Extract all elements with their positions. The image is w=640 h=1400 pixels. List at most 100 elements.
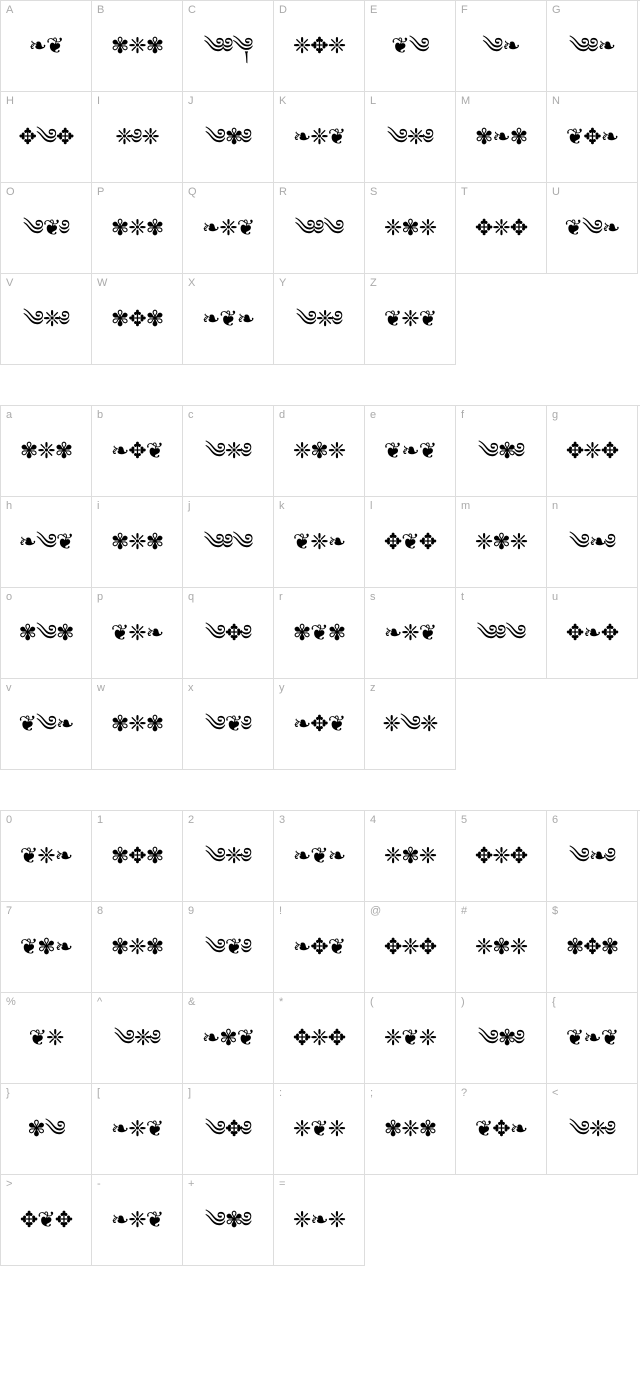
charmap-cell[interactable]: c༄❈༅ xyxy=(183,406,274,497)
charmap-cell[interactable]: H✥༄✥ xyxy=(1,92,92,183)
charmap-cell[interactable]: 0❦❈❧ xyxy=(1,811,92,902)
charmap-cell[interactable]: N❦✥❧ xyxy=(547,92,638,183)
charmap-cell[interactable]: L༄❈༅ xyxy=(365,92,456,183)
charmap-cell[interactable]: A❧❦ xyxy=(1,1,92,92)
charmap-cell[interactable]: g✥❈✥ xyxy=(547,406,638,497)
charmap-cell[interactable]: 5✥❈✥ xyxy=(456,811,547,902)
charmap-cell[interactable]: 3❧❦❧ xyxy=(274,811,365,902)
cell-glyph: ༄✾༅ xyxy=(183,92,273,182)
charmap-cell[interactable]: d❈✾❈ xyxy=(274,406,365,497)
charmap-cell[interactable]: u✥❧✥ xyxy=(547,588,638,679)
cell-label: W xyxy=(97,277,107,289)
cell-label: { xyxy=(552,996,556,1008)
cell-glyph: ✾❈✾ xyxy=(92,183,182,273)
charmap-cell[interactable]: (❈❦❈ xyxy=(365,993,456,1084)
charmap-cell[interactable]: h❧༄❦ xyxy=(1,497,92,588)
charmap-cell[interactable]: %❦❈ xyxy=(1,993,92,1084)
charmap-cell[interactable]: k❦❈❧ xyxy=(274,497,365,588)
charmap-cell[interactable]: 2༄❈༅ xyxy=(183,811,274,902)
charmap-cell[interactable]: ]༄✥༅ xyxy=(183,1084,274,1175)
charmap-cell[interactable]: R༄༅༄ xyxy=(274,183,365,274)
charmap-cell[interactable]: @✥❈✥ xyxy=(365,902,456,993)
charmap-cell[interactable]: C༄༅༆ xyxy=(183,1,274,92)
charmap-cell[interactable]: F༄❧ xyxy=(456,1,547,92)
charmap-cell[interactable]: O༄❦༅ xyxy=(1,183,92,274)
charmap-cell[interactable]: Y༄❈༅ xyxy=(274,274,365,365)
charmap-cell[interactable]: J༄✾༅ xyxy=(183,92,274,183)
charmap-cell[interactable]: >✥❦✥ xyxy=(1,1175,92,1266)
charmap-cell[interactable]: {❦❧❦ xyxy=(547,993,638,1084)
cell-label: M xyxy=(461,95,470,107)
charmap-cell[interactable]: &❧✾❦ xyxy=(183,993,274,1084)
charmap-cell[interactable]: n༄❧༅ xyxy=(547,497,638,588)
charmap-cell[interactable]: Z❦❈❦ xyxy=(365,274,456,365)
charmap-cell[interactable]: V༄❈༅ xyxy=(1,274,92,365)
charmap-cell[interactable]: P✾❈✾ xyxy=(92,183,183,274)
charmap-cell[interactable]: +༄✾༅ xyxy=(183,1175,274,1266)
cell-label: f xyxy=(461,409,464,421)
charmap-cell[interactable]: <༄❈༅ xyxy=(547,1084,638,1175)
charmap-cell[interactable]: t༄༅༄ xyxy=(456,588,547,679)
charmap-cell[interactable]: G༄༅❧ xyxy=(547,1,638,92)
charmap-cell[interactable]: y❧✥❦ xyxy=(274,679,365,770)
charmap-cell[interactable]: p❦❈❧ xyxy=(92,588,183,679)
charmap-cell[interactable]: B✾❈✾ xyxy=(92,1,183,92)
charmap-cell[interactable]: #❈✾❈ xyxy=(456,902,547,993)
charmap-cell[interactable]: 8✾❈✾ xyxy=(92,902,183,993)
cell-glyph: ༄✾༅ xyxy=(183,1175,273,1265)
cell-label: # xyxy=(461,905,467,917)
charmap-cell[interactable]: ?❦✥❧ xyxy=(456,1084,547,1175)
charmap-cell[interactable]: 4❈✾❈ xyxy=(365,811,456,902)
charmap-cell[interactable]: U❦༄❧ xyxy=(547,183,638,274)
cell-label: D xyxy=(279,4,287,16)
charmap-cell[interactable]: x༄❦༅ xyxy=(183,679,274,770)
character-map: A❧❦B✾❈✾C༄༅༆D❈✥❈E❦༄F༄❧G༄༅❧ H✥༄✥I❈༅❈J༄✾༅K❧❈… xyxy=(0,0,640,1266)
charmap-cell[interactable]: b❧✥❦ xyxy=(92,406,183,497)
charmap-cell[interactable]: z❈༄❈ xyxy=(365,679,456,770)
charmap-cell[interactable]: E❦༄ xyxy=(365,1,456,92)
charmap-cell[interactable]: }✾༄ xyxy=(1,1084,92,1175)
charmap-cell[interactable]: q༄✥༅ xyxy=(183,588,274,679)
charmap-cell[interactable]: a✾❈✾ xyxy=(1,406,92,497)
charmap-cell[interactable]: ^༄❈༅ xyxy=(92,993,183,1084)
cell-label: r xyxy=(279,591,283,603)
charmap-cell[interactable]: ;✾❈✾ xyxy=(365,1084,456,1175)
charmap-cell[interactable]: 7❦✾❧ xyxy=(1,902,92,993)
charmap-cell[interactable]: X❧❦❧ xyxy=(183,274,274,365)
charmap-cell[interactable]: W✾✥✾ xyxy=(92,274,183,365)
charmap-cell[interactable]: f༄✾༅ xyxy=(456,406,547,497)
charmap-cell[interactable]: :❈❦❈ xyxy=(274,1084,365,1175)
charmap-cell[interactable]: [❧❈❦ xyxy=(92,1084,183,1175)
charmap-cell[interactable]: 1✾✥✾ xyxy=(92,811,183,902)
charmap-cell[interactable]: w✾❈✾ xyxy=(92,679,183,770)
charmap-cell[interactable]: 9༄❦༅ xyxy=(183,902,274,993)
charmap-cell-empty xyxy=(456,1175,547,1266)
charmap-cell[interactable]: !❧✥❦ xyxy=(274,902,365,993)
charmap-cell[interactable]: l✥❦✥ xyxy=(365,497,456,588)
charmap-cell[interactable]: v❦༄❧ xyxy=(1,679,92,770)
charmap-cell[interactable]: =❈❧❈ xyxy=(274,1175,365,1266)
charmap-cell[interactable]: j༄༅༄ xyxy=(183,497,274,588)
charmap-cell[interactable]: -❧❈❦ xyxy=(92,1175,183,1266)
charmap-cell[interactable]: M✾❧✾ xyxy=(456,92,547,183)
cell-label: v xyxy=(6,682,12,694)
charmap-cell[interactable]: Q❧❈❦ xyxy=(183,183,274,274)
charmap-cell[interactable]: o✾༄✾ xyxy=(1,588,92,679)
charmap-cell[interactable]: S❈✾❈ xyxy=(365,183,456,274)
charmap-cell[interactable]: D❈✥❈ xyxy=(274,1,365,92)
charmap-cell[interactable]: )༄✾༅ xyxy=(456,993,547,1084)
charmap-cell[interactable]: K❧❈❦ xyxy=(274,92,365,183)
cell-label: z xyxy=(370,682,376,694)
charmap-cell[interactable]: 6༄❧༅ xyxy=(547,811,638,902)
cell-label: E xyxy=(370,4,377,16)
cell-label: ! xyxy=(279,905,282,917)
charmap-cell[interactable]: e❦❧❦ xyxy=(365,406,456,497)
charmap-cell[interactable]: m❈✾❈ xyxy=(456,497,547,588)
charmap-cell[interactable]: I❈༅❈ xyxy=(92,92,183,183)
charmap-cell[interactable]: *✥❈✥ xyxy=(274,993,365,1084)
charmap-cell[interactable]: s❧❈❦ xyxy=(365,588,456,679)
charmap-cell[interactable]: r✾❦✾ xyxy=(274,588,365,679)
charmap-cell[interactable]: T✥❈✥ xyxy=(456,183,547,274)
charmap-cell[interactable]: $✾✥✾ xyxy=(547,902,638,993)
charmap-cell[interactable]: i✾❈✾ xyxy=(92,497,183,588)
